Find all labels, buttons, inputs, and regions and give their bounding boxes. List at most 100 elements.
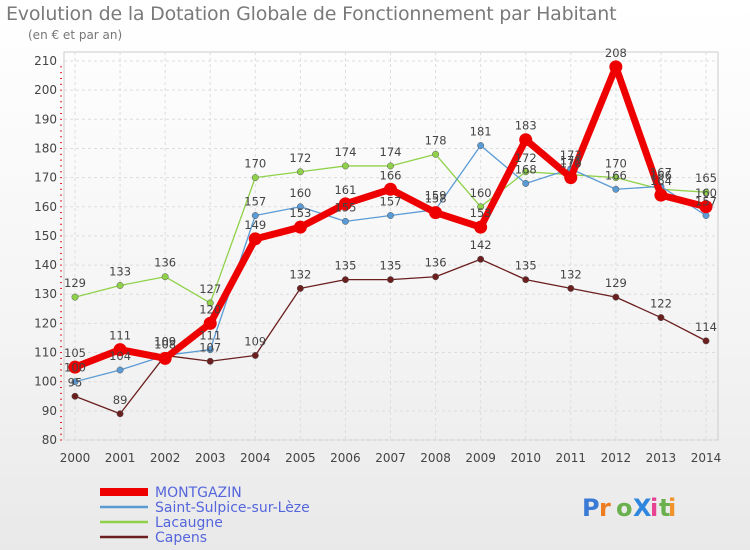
data-label: 122 bbox=[650, 297, 672, 311]
data-point bbox=[702, 337, 710, 345]
x-tick-label: 2014 bbox=[691, 451, 722, 465]
data-label: 158 bbox=[425, 192, 447, 206]
data-label: 172 bbox=[515, 151, 537, 165]
legend-label: MONTGAZIN bbox=[155, 485, 242, 501]
data-point bbox=[612, 174, 620, 182]
y-tick-label: 90 bbox=[42, 404, 57, 418]
data-label: 174 bbox=[334, 145, 356, 159]
data-point bbox=[206, 346, 214, 354]
data-point bbox=[206, 357, 214, 365]
data-label: 166 bbox=[605, 168, 627, 182]
data-point bbox=[387, 276, 394, 284]
logo-letter: i bbox=[668, 494, 676, 522]
data-point bbox=[612, 293, 620, 301]
data-point bbox=[477, 255, 485, 263]
data-point bbox=[248, 232, 262, 246]
data-point bbox=[387, 212, 394, 219]
data-label: 129 bbox=[605, 276, 627, 290]
data-label: 120 bbox=[199, 302, 221, 316]
chart-subtitle: (en € et par an) bbox=[28, 28, 123, 42]
x-tick-label: 2011 bbox=[556, 451, 587, 465]
data-label: 172 bbox=[289, 151, 311, 165]
data-point bbox=[477, 142, 485, 149]
data-point bbox=[71, 293, 79, 301]
data-labels: 95 89 109 107 109 132 135 135 136 142 135 132 129 122… bbox=[64, 46, 717, 407]
data-label: 109 bbox=[244, 334, 266, 348]
data-point bbox=[296, 168, 304, 176]
data-point bbox=[522, 179, 530, 187]
data-label: 136 bbox=[154, 256, 176, 270]
data-point bbox=[71, 392, 79, 400]
data-point bbox=[702, 188, 710, 196]
data-point bbox=[702, 212, 710, 219]
data-label: 160 bbox=[470, 186, 492, 200]
data-label: 129 bbox=[64, 276, 86, 290]
data-point bbox=[203, 316, 217, 330]
y-tick-label: 110 bbox=[34, 346, 57, 360]
x-tick-label: 2010 bbox=[510, 451, 541, 465]
data-point bbox=[564, 171, 578, 185]
data-label: 153 bbox=[289, 206, 311, 220]
data-point bbox=[251, 212, 259, 219]
x-tick-label: 2000 bbox=[60, 451, 91, 465]
data-point bbox=[296, 284, 304, 292]
data-label: 155 bbox=[334, 200, 356, 214]
chart-title: Evolution de la Dotation Globale de Fonc… bbox=[6, 3, 617, 25]
data-point bbox=[522, 276, 530, 284]
data-point bbox=[519, 133, 533, 147]
series-lines bbox=[68, 60, 713, 418]
y-tick-label: 190 bbox=[34, 112, 57, 126]
data-label: 149 bbox=[244, 218, 266, 232]
x-tick-label: 2009 bbox=[465, 451, 496, 465]
data-point bbox=[387, 162, 394, 170]
data-point bbox=[567, 284, 575, 292]
data-label: 105 bbox=[64, 346, 86, 360]
data-point bbox=[293, 220, 307, 234]
data-label: 160 bbox=[289, 186, 311, 200]
data-point bbox=[654, 188, 668, 202]
x-tick-label: 2003 bbox=[195, 451, 226, 465]
data-point bbox=[341, 276, 349, 284]
legend: MONTGAZINSaint-Sulpice-sur-LèzeLacaugneC… bbox=[100, 485, 310, 546]
data-label: 111 bbox=[109, 329, 131, 343]
data-point bbox=[113, 343, 127, 357]
data-label: 170 bbox=[244, 157, 266, 171]
y-tick-label: 160 bbox=[34, 200, 57, 214]
data-point bbox=[699, 200, 713, 214]
data-label: 170 bbox=[605, 157, 627, 171]
data-label: 174 bbox=[380, 145, 402, 159]
x-tick-label: 2008 bbox=[420, 451, 451, 465]
data-label: 167 bbox=[650, 165, 672, 179]
data-label: 160 bbox=[695, 186, 717, 200]
x-tick-label: 2002 bbox=[150, 451, 181, 465]
logo-letter: t bbox=[659, 494, 670, 522]
data-point bbox=[384, 182, 397, 196]
data-label: 153 bbox=[470, 206, 492, 220]
data-label: 111 bbox=[199, 329, 221, 343]
x-tick-label: 2004 bbox=[240, 451, 271, 465]
data-label: 107 bbox=[199, 340, 221, 354]
y-tick-label: 100 bbox=[34, 375, 57, 389]
data-point bbox=[341, 217, 349, 225]
y-tick-label: 200 bbox=[34, 83, 57, 97]
data-label: 166 bbox=[650, 168, 672, 182]
data-point bbox=[116, 410, 124, 418]
data-label: 168 bbox=[515, 162, 537, 176]
data-label: 133 bbox=[109, 264, 131, 278]
data-label: 135 bbox=[380, 259, 402, 273]
legend-label: Lacaugne bbox=[155, 515, 223, 531]
y-tick-label: 140 bbox=[34, 258, 57, 272]
data-point bbox=[251, 174, 259, 182]
data-point bbox=[429, 206, 443, 220]
y-tick-label: 80 bbox=[42, 433, 57, 447]
data-point bbox=[341, 162, 349, 170]
data-point bbox=[474, 220, 488, 234]
data-label: 159 bbox=[425, 189, 447, 203]
data-point bbox=[432, 273, 440, 281]
data-label: 157 bbox=[244, 195, 266, 209]
data-label: 183 bbox=[515, 119, 537, 133]
data-point bbox=[432, 150, 440, 158]
x-tick-label: 2012 bbox=[601, 451, 632, 465]
